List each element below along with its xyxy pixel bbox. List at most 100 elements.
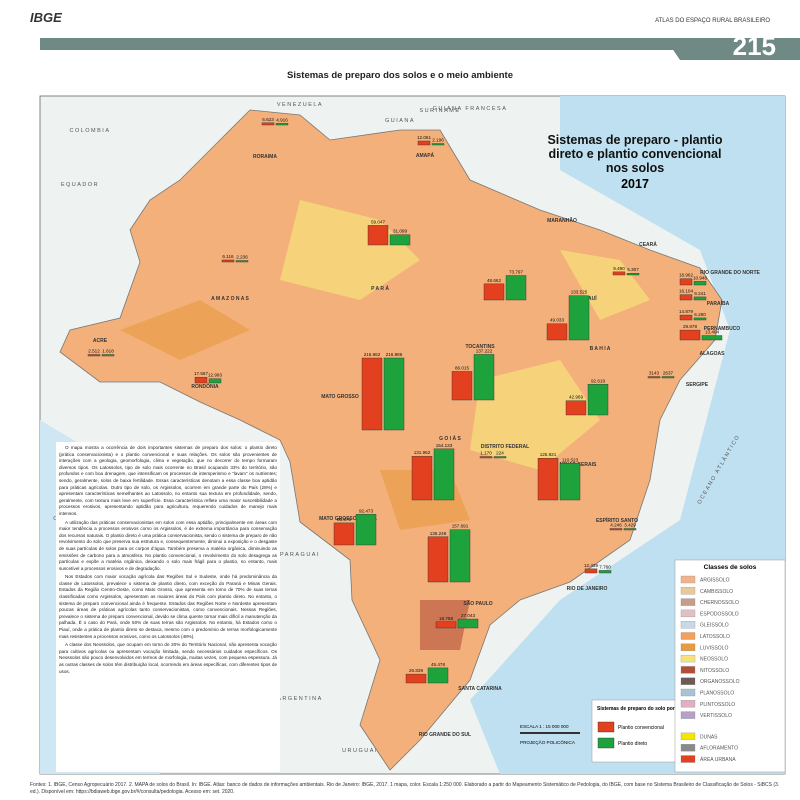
bar [565,400,587,416]
soil-patch [280,200,650,470]
soil-label: NEOSSOLO [700,657,728,663]
bar [275,123,289,126]
bar [679,278,693,286]
bar-label: 3.429 [624,523,636,528]
bar-label: 31.099 [393,229,407,234]
bar-label: 224 [496,451,504,456]
bar [679,294,693,301]
bar-label: 27.043 [461,613,475,618]
bar-label: 13.464 [705,330,719,335]
bar-label: 9.241 [694,291,706,296]
bar [537,457,559,501]
soil-swatch [680,587,696,595]
soil-swatch [680,575,696,584]
bar [505,275,527,301]
state-label: G O I Á S [439,435,461,442]
bar [427,667,449,684]
bar [451,371,473,401]
bar [427,536,449,583]
country-label: GUIANA [385,118,415,124]
bar [435,621,457,629]
soil-label: PLANOSSOLO [700,691,734,697]
soil-label: ESPODOSSOLO [700,611,739,617]
soil-swatch [680,688,696,697]
bar-label: 12.061 [417,135,431,140]
bar [101,354,115,357]
bar [693,296,707,301]
soil-patch [120,300,470,530]
legend-title: Sistemas de preparo do solo por área (ha… [597,706,697,712]
bar-label: 4.246 [610,523,622,528]
state-label: DISTRITO FEDERAL [481,444,529,450]
bar [235,260,249,263]
bar-label: 29.878 [683,324,697,329]
bar-label: 125.921 [540,452,557,457]
bar-label: 12.439 [584,563,598,568]
bar-label: 2.236 [236,255,248,260]
bar [479,456,493,459]
paragraph: O mapa mostra a ocorrência de dois impor… [59,445,277,516]
page-tab [665,38,800,60]
bar [623,528,637,531]
state-label: RIO GRANDE DO SUL [419,732,471,738]
soil-swatch [680,598,696,606]
bar-label: 16.104 [679,289,693,294]
bar-label: 6.623 [262,117,274,122]
bar [626,273,640,276]
projection: PROJEÇÃO POLICÔNICA [520,739,576,745]
state-label: RIO GRANDE DO NORTE [700,270,760,276]
soil-label: LATOSSOLO [700,634,730,640]
legend-label: Plantio convencional [618,725,664,731]
country-label: PARAGUAI [280,552,320,558]
state-label: P A R Á [371,285,389,292]
soil-swatch [680,744,696,752]
bar-label: 7.760 [599,564,611,569]
bar [661,376,675,379]
bar-label: 2.512 [88,349,100,354]
bar-label: 137.222 [476,348,493,353]
state-label: AMAPÁ [416,152,435,159]
bar-label: 2.196 [432,138,444,143]
state-label: ACRE [93,338,108,344]
country-label: VENEZUELA [277,102,323,108]
bar [598,570,612,574]
map-year: 2017 [621,177,649,191]
bar [261,122,275,126]
atlas-name: ATLAS DO ESPAÇO RURAL BRASILEIRO [655,18,770,24]
soil-swatch [680,677,696,685]
bar [701,335,723,341]
bar [431,143,445,146]
bar [483,283,505,301]
bar-label: 110.523 [562,457,579,462]
bar-label: 216.886 [386,352,403,357]
bar [693,317,707,321]
country-label: GUIANA FRANCESA [433,106,508,112]
bar [609,528,623,531]
brazil [59,109,723,771]
soil-swatch [680,732,696,741]
bar-label: 59.047 [371,219,385,224]
bar-label: 157.691 [452,524,469,529]
bar [208,378,222,384]
bar [679,329,701,341]
state-label: SANTA CATARINA [458,686,502,692]
state-label: B A H I A [590,346,611,352]
map-title: Sistemas de preparo - plantio direto e pl… [547,133,722,175]
soil-label: ÁREA URBANA [700,756,736,763]
bar [693,281,707,286]
bar-label: 6.280 [694,312,706,317]
soil-label: GLEISSOLO [700,623,729,629]
country-label: URUGUAI [342,748,378,754]
soil-label: NITOSSOLO [700,668,729,674]
state-label: RIO DE JANEIRO [567,586,608,592]
paragraph: A utilização das práticas conservacionis… [59,519,277,571]
scale-bar [520,732,580,734]
soil-swatch [680,711,696,719]
state-label: SERGIPE [686,382,709,388]
soil-label: LUVISSOLO [700,645,728,651]
soil-swatch [680,609,696,618]
legend-swatch [597,737,615,749]
bar-label: 133.525 [571,290,588,295]
bar [587,384,609,416]
bar [221,259,235,263]
